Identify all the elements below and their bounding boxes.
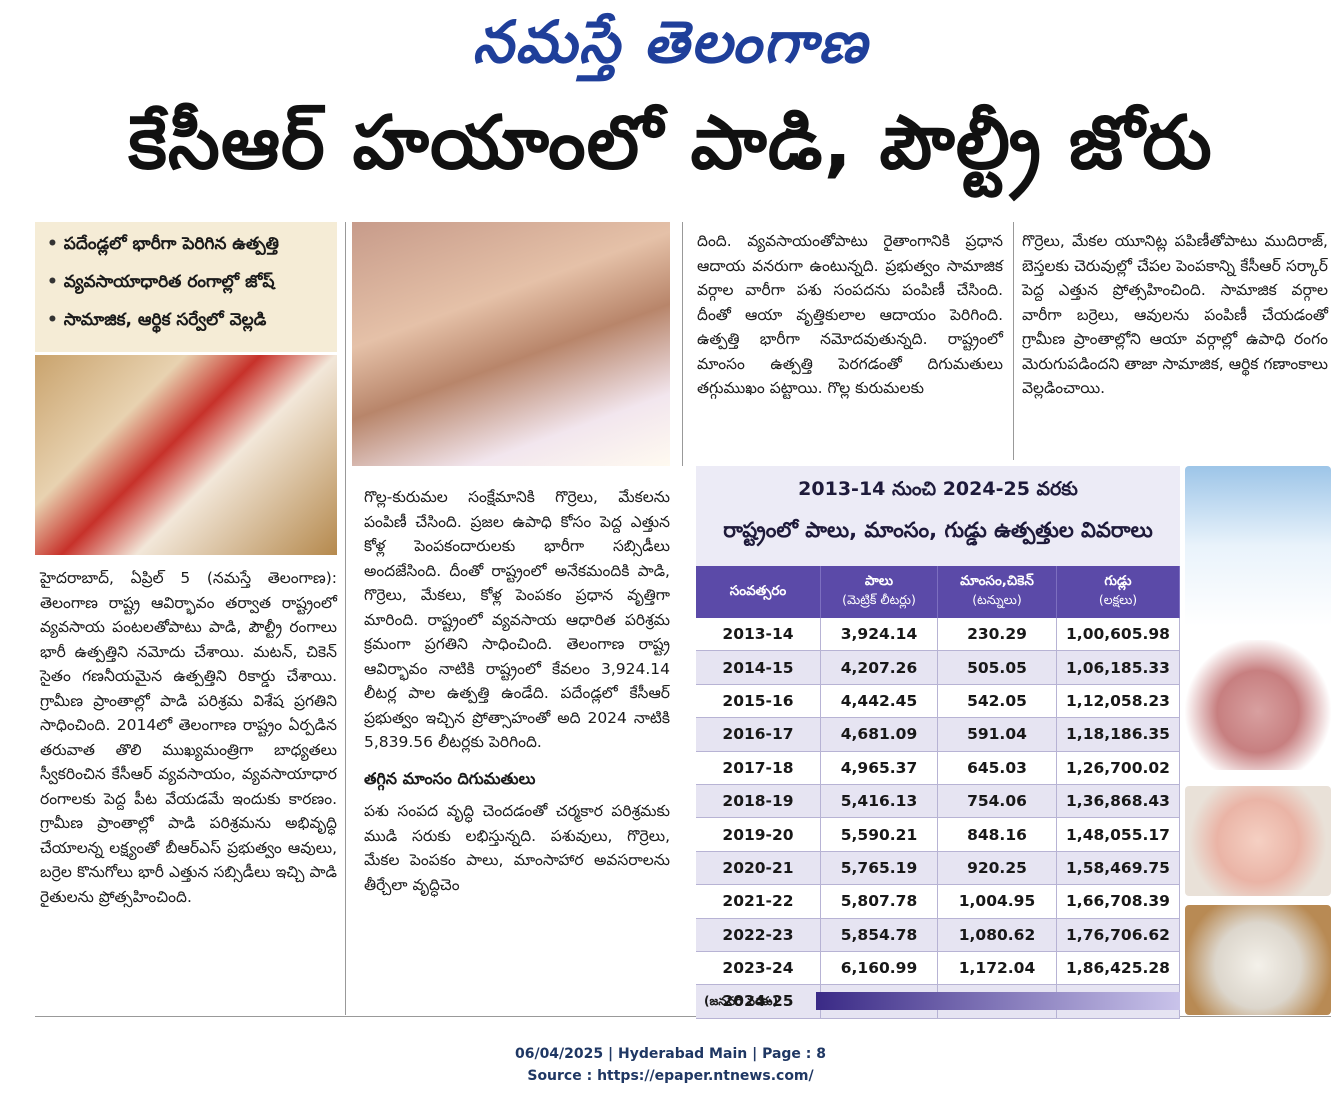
table-cell: 2017-18 [696, 751, 821, 785]
production-table-box: 2013-14 నుంచి 2024-25 వరకు రాష్ట్రంలో పా… [696, 466, 1180, 1019]
bullet-item: పదేండ్లలో భారీగా పెరిగిన ఉత్పత్తి [47, 234, 337, 258]
footer-source-line: Source : https://epaper.ntnews.com/ [527, 1068, 814, 1084]
headline: కేసీఆర్ హయాంలో పాడి, పౌల్ట్రీ జోరు [128, 100, 1213, 186]
table-cell: 4,442.45 [820, 684, 938, 719]
table-cell: 4,965.37 [820, 751, 938, 785]
table-cell: 2018-19 [696, 784, 821, 819]
table-subtitle: రాష్ట్రంలో పాలు, మాంసం, గుడ్డు ఉత్పత్తుల… [723, 518, 1153, 542]
table-cell: 2024-25 [696, 984, 821, 1019]
table-cell: 4,207.26 [820, 650, 938, 685]
table-row: 2018-19 5,416.13 754.06 1,36,868.43 [696, 784, 1180, 819]
table-cell: 2016-17 [696, 717, 821, 752]
table-cell: 2014-15 [696, 650, 821, 685]
table-cell: 2015-16 [696, 684, 821, 719]
table-cell: 2021-22 [696, 884, 821, 919]
article-column-1: హైదరాబాద్, ఏప్రిల్ 5 (నమస్తే తెలంగాణ): త… [40, 569, 337, 906]
table-cell: 5,765.19 [820, 851, 938, 886]
table-header-row: సంవత్సరం పాలు (మెట్రిక్ లీటర్లు) మాంసం,చి… [696, 566, 1180, 618]
header-milk: పాలు (మెట్రిక్ లీటర్లు) [820, 566, 938, 618]
table-row: 2022-23 5,854.78 1,080.62 1,76,706.62 [696, 918, 1180, 952]
table-row: 2014-15 4,207.26 505.05 1,06,185.33 [696, 650, 1180, 685]
column-divider [682, 222, 683, 466]
table-cell: 230.29 [937, 618, 1057, 652]
bottom-rule [35, 1016, 1331, 1017]
table-row: 2021-22 5,807.78 1,004.95 1,66,708.39 [696, 884, 1180, 919]
chicken-photo [1185, 786, 1331, 896]
table-row: 2015-16 4,442.45 542.05 1,12,058.23 [696, 684, 1180, 719]
table-row: 2023-24 6,160.99 1,172.04 1,86,425.28 [696, 951, 1180, 986]
table-cell: 2013-14 [696, 618, 821, 652]
article-column-3: దింది. వ్యవసాయంతోపాటు రైతాంగానికి ప్రధాన… [697, 232, 1003, 397]
portrait-photo [352, 222, 670, 466]
table-title: 2013-14 నుంచి 2024-25 వరకు [798, 478, 1078, 500]
table-cell: 5,854.78 [820, 918, 938, 952]
masthead: నమస్తే తెలంగాణ [472, 8, 869, 76]
table-cell: 1,86,425.28 [1056, 951, 1180, 986]
column-divider [345, 222, 346, 1015]
header-eggs: గుడ్లు (లక్షలు) [1056, 566, 1180, 618]
column-divider [1013, 222, 1014, 460]
table-cell: 754.06 [937, 784, 1057, 819]
table-row: 2017-18 4,965.37 645.03 1,26,700.02 [696, 751, 1180, 785]
table-row: 2020-21 5,765.19 920.25 1,58,469.75 [696, 851, 1180, 886]
table-cell: 1,58,469.75 [1056, 851, 1180, 886]
eggs-photo [1185, 905, 1331, 1015]
table-cell: 2020-21 [696, 851, 821, 886]
table-cell: 505.05 [937, 650, 1057, 685]
header-meat: మాంసం,చికెన్ (టన్నులు) [937, 566, 1057, 618]
table-cell: 920.25 [937, 851, 1057, 886]
table-row: 2016-17 4,681.09 591.04 1,18,186.35 [696, 717, 1180, 752]
production-table: సంవత్సరం పాలు (మెట్రిక్ లీటర్లు) మాంసం,చి… [696, 566, 1180, 1019]
bullet-item: వ్యవసాయాధారిత రంగాల్లో జోష్ [47, 272, 337, 296]
column-2-text-b: పశు సంపద వృద్ధి చెందడంతో చర్మకార పరిశ్రమ… [364, 802, 670, 894]
table-cell: 542.05 [937, 684, 1057, 719]
table-row: 2013-14 3,924.14 230.29 1,00,605.98 [696, 618, 1180, 652]
table-cell: 1,26,700.02 [1056, 751, 1180, 785]
table-cell: 3,924.14 [820, 618, 938, 652]
table-cell: 5,807.78 [820, 884, 938, 919]
decorative-bar [816, 992, 1180, 1010]
table-cell: 1,12,058.23 [1056, 684, 1180, 719]
table-cell: 1,00,605.98 [1056, 618, 1180, 652]
article-column-4: గొర్రెలు, మేకల యూనిట్ల పపిణీతోపాటు ముదిర… [1022, 232, 1328, 397]
meat-photo [1185, 640, 1331, 770]
table-cell: 2019-20 [696, 817, 821, 852]
table-cell: 1,36,868.43 [1056, 784, 1180, 819]
table-cell: 6,160.99 [820, 951, 938, 986]
table-cell: 5,416.13 [820, 784, 938, 819]
milk-photo [1185, 466, 1331, 626]
table-cell: 1,18,186.35 [1056, 717, 1180, 752]
table-cell: 1,172.04 [937, 951, 1057, 986]
table-row: 2019-20 5,590.21 848.16 1,48,055.17 [696, 817, 1180, 852]
table-cell: 1,48,055.17 [1056, 817, 1180, 852]
table-cell: 1,004.95 [937, 884, 1057, 919]
bullet-box: పదేండ్లలో భారీగా పెరిగిన ఉత్పత్తి వ్యవసా… [35, 222, 337, 352]
table-cell: 591.04 [937, 717, 1057, 752]
table-cell: 2023-24 [696, 951, 821, 986]
footer-date-line: 06/04/2025 | Hyderabad Main | Page : 8 [514, 1046, 827, 1062]
table-cell: 5,590.21 [820, 817, 938, 852]
table-cell: 1,66,708.39 [1056, 884, 1180, 919]
table-cell: 1,080.62 [937, 918, 1057, 952]
table-footnote: (జనవరి వరకు) [704, 994, 779, 1008]
table-cell: 1,06,185.33 [1056, 650, 1180, 685]
subheading: తగ్గిన మాంసం దిగుమతులు [364, 768, 536, 788]
table-cell: 645.03 [937, 751, 1057, 785]
table-cell: 1,76,706.62 [1056, 918, 1180, 952]
table-cell: 2022-23 [696, 918, 821, 952]
table-cell: 848.16 [937, 817, 1057, 852]
header-year: సంవత్సరం [696, 566, 821, 618]
table-cell: 4,681.09 [820, 717, 938, 752]
hens-photo [35, 355, 337, 555]
article-column-2: గొల్ల-కురుమల సంక్షేమానికి గొర్రెలు, మేకల… [364, 485, 670, 897]
bullet-item: సామాజిక, ఆర్థిక సర్వేలో వెల్లడి [47, 310, 337, 334]
column-2-text: గొల్ల-కురుమల సంక్షేమానికి గొర్రెలు, మేకల… [364, 488, 670, 751]
